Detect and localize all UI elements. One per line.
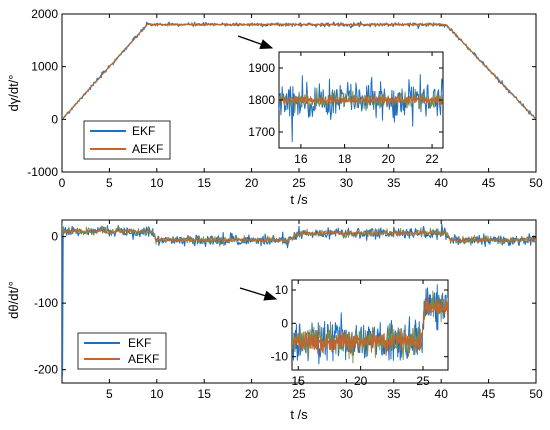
top-traces bbox=[62, 21, 536, 121]
top-x-axis-label: t /s bbox=[290, 192, 308, 207]
bottom-xtick-label: 15 bbox=[198, 387, 212, 401]
bottom-xtick-label: 25 bbox=[292, 387, 306, 401]
top-xtick-label: 0 bbox=[59, 176, 66, 190]
bottom-xtick-label: 30 bbox=[340, 387, 354, 401]
bottom-legend-box bbox=[77, 332, 167, 370]
top-xtick-label: 40 bbox=[435, 176, 449, 190]
bottom-legend-ekf-label: EKF bbox=[128, 336, 151, 350]
bottom-inset-area bbox=[291, 279, 449, 371]
bottom-inset: 15 20 25 -10 0 10 bbox=[271, 279, 449, 388]
top-xtick-label: 30 bbox=[340, 176, 354, 190]
top-xtick-label: 20 bbox=[245, 176, 259, 190]
top-xtick-label: 50 bbox=[529, 176, 543, 190]
bottom-x-ticks: 5 10 15 20 25 30 35 40 45 50 bbox=[106, 220, 543, 401]
top-xtick-label: 35 bbox=[387, 176, 401, 190]
top-ytick-label: 2000 bbox=[31, 7, 58, 21]
top-y-axis-label: dγ/dt/° bbox=[6, 75, 21, 112]
top-xtick-label: 10 bbox=[150, 176, 164, 190]
top-legend-ekf-label: EKF bbox=[132, 124, 155, 138]
top-legend-box bbox=[83, 120, 171, 160]
bottom-inset-ytick-label: 0 bbox=[281, 316, 288, 330]
top-inset: 16 18 20 22 1700 1800 1900 bbox=[248, 51, 444, 166]
top-inset-xtick-label: 16 bbox=[294, 152, 308, 166]
top-inset-xtick-label: 18 bbox=[338, 152, 352, 166]
top-xtick-label: 5 bbox=[106, 176, 113, 190]
bottom-series-ekf-transient bbox=[62, 223, 64, 377]
top-xtick-label: 45 bbox=[482, 176, 496, 190]
bottom-xtick-label: 10 bbox=[150, 387, 164, 401]
bottom-inset-xtick-label: 20 bbox=[354, 374, 368, 388]
bottom-inset-traces bbox=[292, 284, 448, 365]
top-inset-ytick-label: 1800 bbox=[248, 93, 275, 107]
bottom-xtick-label: 45 bbox=[482, 387, 496, 401]
bottom-x-axis-label: t /s bbox=[290, 407, 308, 422]
bottom-inset-series-aekf bbox=[292, 295, 448, 356]
top-x-ticks: 0 5 10 15 20 25 30 35 40 45 50 bbox=[59, 14, 543, 190]
bottom-xtick-label: 20 bbox=[245, 387, 259, 401]
top-xtick-label: 15 bbox=[198, 176, 212, 190]
bottom-xtick-label: 35 bbox=[387, 387, 401, 401]
top-inset-x-ticks: 16 18 20 22 bbox=[294, 52, 439, 166]
top-y-ticks: -1000 0 1000 2000 bbox=[27, 7, 536, 179]
top-callout-arrow bbox=[237, 35, 274, 50]
top-inset-traces bbox=[279, 74, 443, 143]
top-inset-ytick-label: 1700 bbox=[248, 125, 275, 139]
top-ytick-label: 0 bbox=[51, 112, 58, 126]
bottom-ytick-label: -200 bbox=[34, 363, 58, 377]
top-series-aekf bbox=[62, 23, 536, 120]
bottom-legend: EKF AEKF bbox=[77, 332, 167, 370]
bottom-ytick-label: -100 bbox=[34, 296, 58, 310]
top-legend: EKF AEKF bbox=[83, 120, 171, 160]
bottom-xtick-label: 40 bbox=[435, 387, 449, 401]
top-inset-y-ticks: 1700 1800 1900 bbox=[248, 61, 443, 139]
top-ytick-label: 1000 bbox=[31, 60, 58, 74]
bottom-y-ticks: -200-1000 bbox=[34, 230, 536, 377]
bottom-panel: 5 10 15 20 25 30 35 40 45 50 -200-1000 dθ/dt/° t … bbox=[6, 219, 543, 422]
top-legend-aekf-label: AEKF bbox=[132, 142, 163, 156]
bottom-inset-ytick-label: 10 bbox=[275, 283, 289, 297]
bottom-ytick-label: 0 bbox=[51, 230, 58, 244]
bottom-xtick-label: 5 bbox=[106, 387, 113, 401]
bottom-series-aekf bbox=[62, 228, 536, 244]
bottom-inset-xtick-label: 25 bbox=[416, 374, 430, 388]
bottom-y-axis-label: dθ/dt/° bbox=[6, 281, 21, 319]
bottom-inset-x-ticks: 15 20 25 bbox=[292, 280, 430, 388]
top-ytick-label: -1000 bbox=[27, 165, 58, 179]
top-xtick-label: 25 bbox=[292, 176, 306, 190]
top-inset-ytick-label: 1900 bbox=[248, 61, 275, 75]
bottom-xtick-label: 50 bbox=[529, 387, 543, 401]
bottom-legend-aekf-label: AEKF bbox=[128, 352, 159, 366]
top-inset-xtick-label: 22 bbox=[425, 152, 439, 166]
bottom-callout-arrow bbox=[239, 287, 278, 301]
bottom-inset-y-ticks: -10 0 10 bbox=[271, 283, 448, 364]
top-inset-xtick-label: 20 bbox=[382, 152, 396, 166]
bottom-inset-ytick-label: -10 bbox=[271, 350, 289, 364]
top-inset-series-aekf bbox=[279, 94, 443, 107]
bottom-inset-xtick-label: 15 bbox=[292, 374, 306, 388]
